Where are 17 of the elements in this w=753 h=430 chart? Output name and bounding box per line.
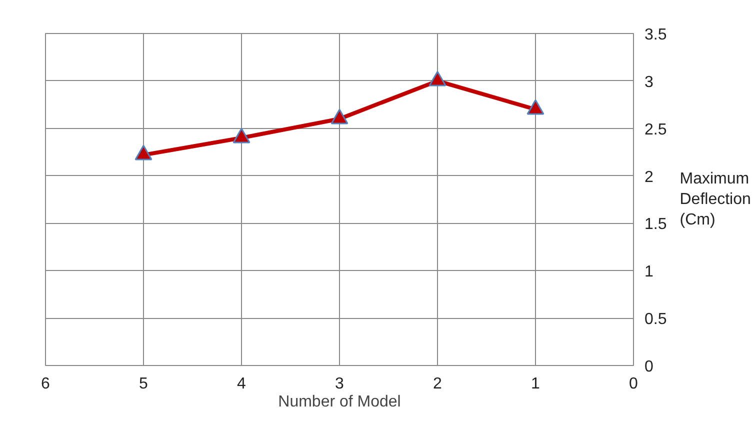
x-tick-label: 4 [237,376,246,392]
y-axis-title: Maximum Deflection (Cm) [680,170,751,228]
x-tick-label: 6 [41,376,50,392]
y-tick-label: 1 [644,264,654,281]
x-tick-label: 5 [139,376,148,392]
x-tick-label: 2 [433,376,442,392]
y-tick-label: 0 [644,358,654,376]
y-tick-label: 3.5 [644,26,667,44]
y-tick-label: 1.5 [644,216,667,234]
y-tick-label: 3 [644,74,654,91]
x-axis-title: Number of Model [278,394,401,410]
y-tick-label: 0.5 [644,311,667,328]
x-tick-label: 3 [335,376,344,392]
y-tick-label: 2.5 [644,121,667,138]
x-tick-label: 1 [531,376,540,392]
y-tick-label: 2 [644,168,654,186]
x-tick-label: 0 [629,376,638,392]
